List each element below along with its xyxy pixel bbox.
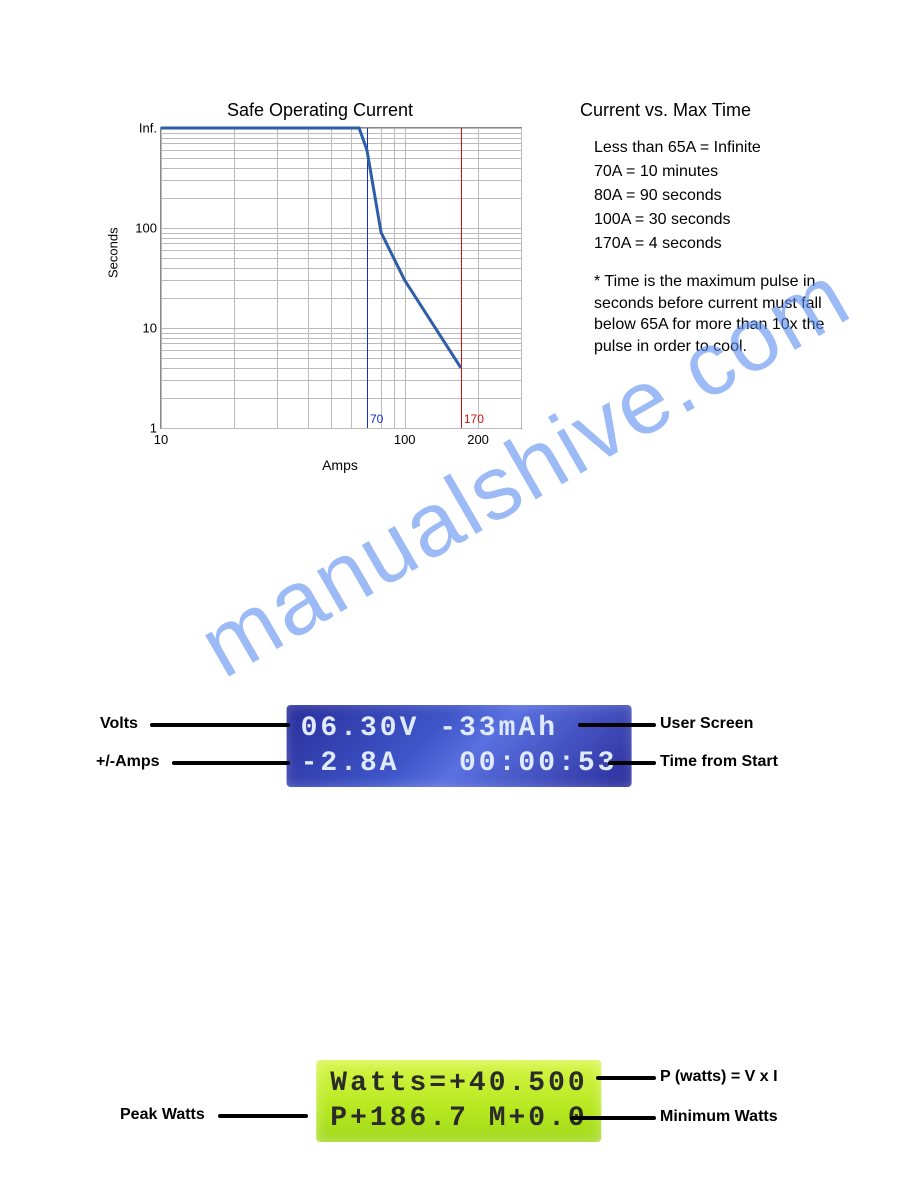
lead-line bbox=[570, 1116, 656, 1120]
lead-line bbox=[596, 1076, 656, 1080]
spec-item: 80A = 90 seconds bbox=[594, 187, 840, 205]
callout-peak-watts: Peak Watts bbox=[120, 1106, 205, 1124]
callout-user-screen: User Screen bbox=[660, 715, 753, 733]
lead-line bbox=[218, 1114, 308, 1118]
chart-plot-area: Seconds Inf.1001011010020070170 bbox=[160, 127, 522, 429]
chart-x-axis-label: Amps bbox=[160, 457, 520, 473]
y-tick-label: 10 bbox=[143, 321, 157, 336]
chart-title: Safe Operating Current bbox=[110, 100, 530, 121]
spec-list: Less than 65A = Infinite 70A = 10 minutes… bbox=[580, 139, 840, 253]
current-vs-time-panel: Current vs. Max Time Less than 65A = Inf… bbox=[580, 100, 840, 357]
gridline-h bbox=[161, 428, 521, 429]
lead-line bbox=[608, 761, 656, 765]
spec-item: Less than 65A = Infinite bbox=[594, 139, 840, 157]
soc-chart: Safe Operating Current Seconds Inf.10010… bbox=[110, 100, 530, 473]
x-tick-label: 200 bbox=[467, 432, 489, 447]
x-tick-label: 10 bbox=[154, 432, 168, 447]
chart-y-axis-label: Seconds bbox=[106, 227, 121, 278]
data-series-line bbox=[161, 128, 521, 428]
callout-time: Time from Start bbox=[660, 753, 778, 771]
callout-min-watts: Minimum Watts bbox=[660, 1108, 778, 1126]
cooling-footnote: * Time is the maximum pulse in seconds b… bbox=[594, 271, 840, 357]
spec-item: 70A = 10 minutes bbox=[594, 163, 840, 181]
user-screen-lcd: 06.30V -33mAh -2.8A 00:00:53 bbox=[287, 705, 632, 787]
callout-amps: +/-Amps bbox=[96, 753, 160, 771]
lead-line bbox=[172, 761, 290, 765]
y-tick-label: 100 bbox=[135, 221, 157, 236]
gridline-v bbox=[521, 128, 522, 428]
callout-p-formula: P (watts) = V x I bbox=[660, 1068, 778, 1086]
lead-line bbox=[578, 723, 656, 727]
x-tick-label: 100 bbox=[394, 432, 416, 447]
right-panel-title: Current vs. Max Time bbox=[580, 100, 840, 121]
watts-screen-lcd: Watts=+40.500 P+186.7 M+0.0 bbox=[316, 1060, 601, 1142]
lead-line bbox=[150, 723, 290, 727]
spec-item: 170A = 4 seconds bbox=[594, 235, 840, 253]
callout-volts: Volts bbox=[100, 715, 138, 733]
spec-item: 100A = 30 seconds bbox=[594, 211, 840, 229]
y-tick-label: Inf. bbox=[139, 121, 157, 136]
